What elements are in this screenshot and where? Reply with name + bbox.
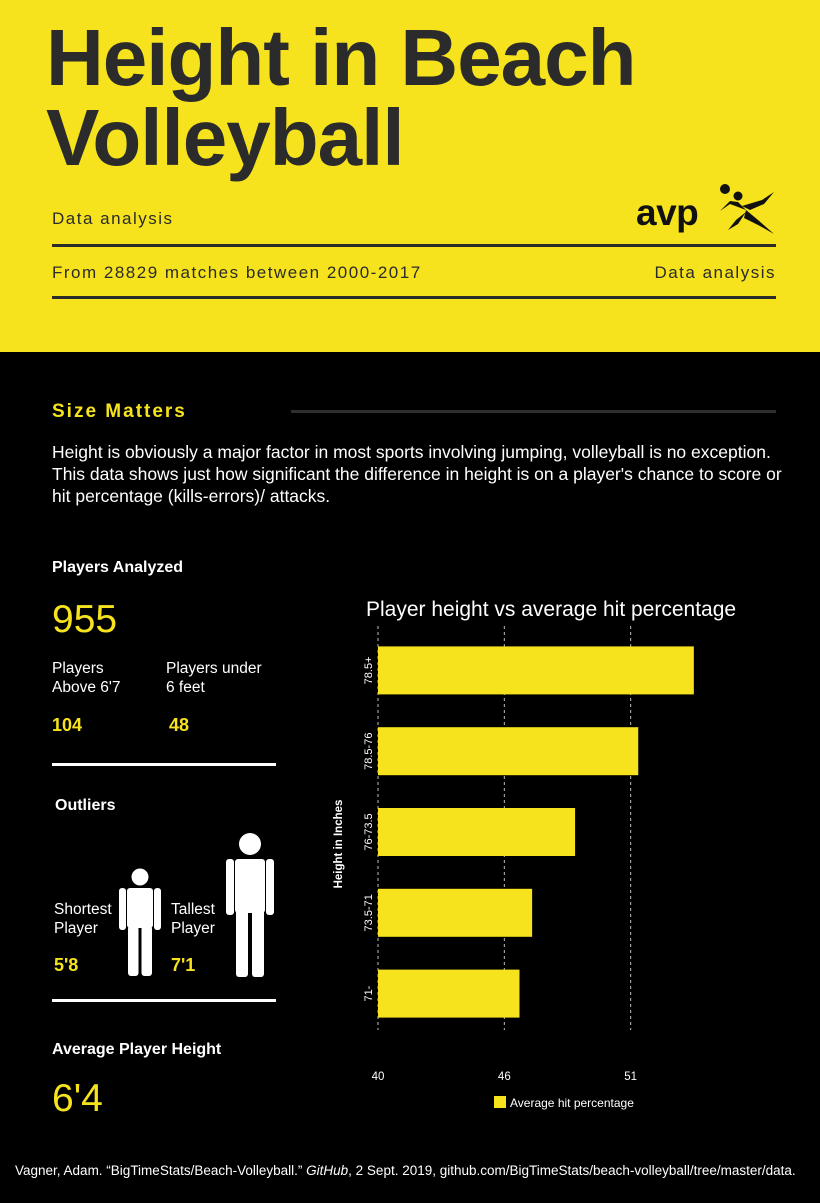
players-above-label: Players Above 6'7	[52, 660, 121, 696]
chart-bars	[378, 646, 694, 1018]
header-right-label: Data analysis	[654, 263, 776, 282]
category-labels: 78.5+ 78.5-76 76-73.5 73.5-71 71-	[363, 656, 375, 1001]
players-under-label: Players under 6 feet	[166, 660, 262, 696]
avp-logo: avp	[636, 180, 781, 236]
citation-rest: , 2 Sept. 2019, github.com/BigTimeStats/…	[348, 1163, 796, 1178]
bar-3	[378, 888, 533, 937]
x-tick-label: 51	[624, 1071, 637, 1083]
section-title: Size Matters	[52, 401, 187, 422]
intro-paragraph: Height is obviously a major factor in mo…	[52, 442, 782, 506]
match-range-text: From 28829 matches between 2000-2017	[52, 263, 422, 282]
x-tick-label: 40	[372, 1071, 385, 1083]
chart-title: Player height vs average hit percentage	[366, 598, 736, 621]
y-axis-title: Height in Inches	[333, 800, 345, 889]
person-icon	[119, 868, 161, 976]
legend-label: Average hit percentage	[510, 1096, 634, 1110]
citation: Vagner, Adam. “BigTimeStats/Beach-Volley…	[15, 1163, 805, 1179]
players-under-value: 48	[169, 715, 190, 735]
section-divider	[291, 410, 776, 413]
header-divider-top	[52, 244, 776, 247]
page-title: Height in Beach Volleyball	[46, 13, 637, 182]
header-subtitle: Data analysis	[52, 209, 174, 228]
average-height-value: 6'4	[52, 1077, 103, 1120]
category-label: 78.5+	[363, 656, 375, 684]
players-above-value: 104	[52, 715, 83, 735]
bar-2	[378, 808, 576, 856]
x-tick-label: 46	[498, 1071, 511, 1083]
hit-percentage-chart: Player height vs average hit percentage …	[333, 598, 736, 1110]
shortest-player-value: 5'8	[54, 955, 79, 975]
header-divider-bottom	[52, 296, 776, 299]
outliers-label: Outliers	[55, 797, 116, 814]
bar-1	[378, 727, 639, 776]
bar-4	[378, 969, 520, 1018]
stats-divider-2	[52, 999, 276, 1002]
person-icon	[226, 833, 274, 977]
stats-divider-1	[52, 763, 276, 766]
category-label: 78.5-76	[363, 733, 375, 770]
category-label: 76-73.5	[363, 813, 375, 850]
logo-text: avp	[636, 192, 699, 233]
header-banner: Height in Beach Volleyball Data analysis…	[0, 0, 820, 352]
chart-legend: Average hit percentage	[494, 1096, 634, 1110]
citation-author: Vagner, Adam. “BigTimeStats/Beach-Volley…	[15, 1163, 307, 1178]
average-height-label: Average Player Height	[52, 1041, 222, 1058]
category-label: 73.5-71	[363, 894, 375, 931]
bar-0	[378, 646, 694, 695]
volleyball-player-icon	[720, 184, 774, 234]
citation-source: GitHub	[306, 1163, 349, 1178]
tallest-player-value: 7'1	[171, 955, 196, 975]
category-label: 71-	[363, 985, 375, 1001]
players-analyzed-label: Players Analyzed	[52, 559, 184, 576]
x-tick-labels: 40 46 51	[372, 1071, 637, 1083]
players-analyzed-value: 955	[52, 598, 118, 641]
legend-swatch	[494, 1096, 506, 1108]
shortest-player-label: Shortest Player	[54, 901, 112, 937]
tallest-player-label: Tallest Player	[171, 901, 215, 937]
